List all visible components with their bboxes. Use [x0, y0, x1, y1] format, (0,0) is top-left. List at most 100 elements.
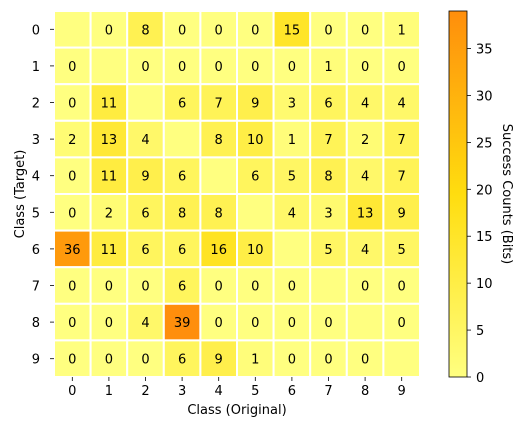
heatmap-cell [345, 229, 385, 269]
cell-value: 6 [178, 243, 186, 258]
cell-value: 0 [398, 316, 406, 331]
cell-value: 0 [251, 23, 259, 38]
cell-value: 0 [68, 170, 76, 185]
cell-value: 0 [141, 60, 149, 75]
x-tick-label: 3 [178, 384, 186, 399]
heatmap-cell [382, 46, 421, 86]
colorbar-tick-label: 5 [476, 324, 484, 339]
heatmap-cell [162, 119, 202, 159]
heatmap-cell [162, 266, 202, 305]
cell-value: 0 [324, 353, 332, 368]
cell-value: 0 [215, 23, 223, 38]
heatmap-cell [345, 339, 385, 378]
cell-value: 0 [215, 60, 223, 75]
y-axis-ticks: 0 1 2 3 4 5 6 7 8 9 [32, 23, 54, 368]
heatmap-cell [382, 266, 421, 305]
heatmap-cell [199, 156, 238, 195]
cell-value: 0 [68, 206, 76, 221]
colorbar-tick-label: 10 [476, 277, 493, 292]
cell-value: 6 [141, 243, 149, 258]
heatmap-cell [382, 83, 421, 122]
cell-value: 0 [324, 23, 332, 38]
y-tick-label: 2 [32, 97, 40, 112]
cell-value: 0 [105, 353, 113, 368]
heatmap-cell [199, 193, 238, 232]
y-tick-label: 9 [32, 353, 40, 368]
cell-value: 0 [288, 353, 296, 368]
cell-value: 7 [215, 97, 223, 112]
cell-value: 0 [141, 280, 149, 295]
cell-value: 11 [101, 97, 118, 112]
colorbar-tick-label: 25 [476, 136, 493, 151]
cell-value: 1 [251, 353, 259, 368]
heatmap-cell [382, 156, 421, 195]
cell-value: 0 [251, 280, 259, 295]
heatmap-cell [53, 119, 92, 159]
cell-value: 3 [324, 206, 332, 221]
heatmap-cell [309, 302, 348, 342]
cell-value: 0 [361, 23, 369, 38]
cell-value: 0 [68, 353, 76, 368]
cell-value: 4 [361, 97, 369, 112]
y-tick-label: 6 [32, 243, 40, 258]
cell-value: 4 [361, 170, 369, 185]
cell-value: 0 [178, 23, 186, 38]
cell-value: 0 [105, 23, 113, 38]
y-tick-label: 7 [32, 280, 40, 295]
cell-value: 8 [178, 206, 186, 221]
cell-value-labels: 0 8 0 0 0 15 0 0 10 0 0 0 0 0 1 0 00 11 6 7 9 3 6 4 42 13 4 8 10 1 7 2 7… [64, 23, 406, 367]
cell-value: 13 [101, 133, 118, 148]
y-tick-label: 8 [32, 316, 40, 331]
colorbar-ticks: 0 5 10 15 20 25 30 35 [467, 43, 493, 386]
cell-value: 39 [174, 316, 191, 331]
heatmap-cell [53, 10, 92, 49]
cell-value: 0 [105, 280, 113, 295]
x-tick-label: 9 [398, 384, 406, 399]
cell-value: 5 [288, 170, 296, 185]
heatmap-cell [382, 10, 421, 49]
heatmap-cell [236, 119, 275, 159]
heatmap-cell [236, 193, 275, 232]
cell-value: 10 [247, 243, 264, 258]
cell-value: 6 [251, 170, 259, 185]
cell-value: 0 [361, 353, 369, 368]
cell-value: 9 [141, 170, 149, 185]
heatmap-cell [272, 266, 312, 305]
heatmap-cell [272, 229, 312, 269]
cell-value: 7 [398, 133, 406, 148]
cell-value: 0 [398, 60, 406, 75]
x-tick-label: 1 [105, 384, 113, 399]
y-tick-label: 5 [32, 206, 40, 221]
colorbar-tick-label: 35 [476, 43, 493, 58]
heatmap-cells [53, 10, 421, 378]
cell-value: 4 [288, 206, 296, 221]
heatmap-cell [309, 156, 348, 195]
heatmap-cell [162, 193, 202, 232]
cell-value: 9 [398, 206, 406, 221]
heatmap-cell [236, 46, 275, 86]
x-tick-label: 6 [288, 384, 296, 399]
cell-value: 1 [324, 60, 332, 75]
cell-value: 0 [288, 316, 296, 331]
x-tick-label: 4 [215, 384, 223, 399]
cell-value: 0 [251, 316, 259, 331]
cell-value: 2 [68, 133, 76, 148]
cell-value: 15 [284, 23, 301, 38]
heatmap-cell [309, 10, 348, 49]
cell-value: 11 [101, 243, 118, 258]
cell-value: 0 [288, 280, 296, 295]
cell-value: 0 [361, 60, 369, 75]
cell-value: 0 [141, 353, 149, 368]
cell-value: 0 [361, 280, 369, 295]
cell-value: 16 [210, 243, 227, 258]
heatmap-cell [345, 266, 385, 305]
cell-value: 4 [141, 316, 149, 331]
heatmap-cell [345, 193, 385, 232]
cell-value: 9 [251, 97, 259, 112]
heatmap-cell [236, 229, 275, 269]
heatmap-cell [382, 302, 421, 342]
cell-value: 4 [141, 133, 149, 148]
heatmap-cell [236, 156, 275, 195]
heatmap-cell [53, 229, 92, 269]
